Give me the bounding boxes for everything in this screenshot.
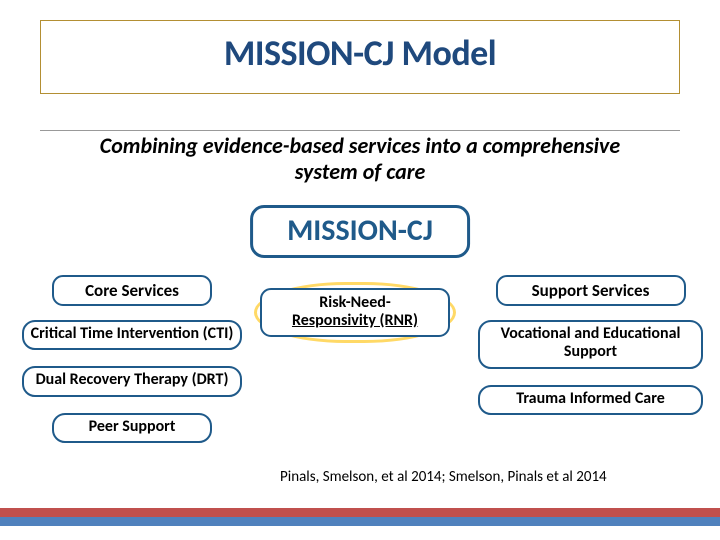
title-container: MISSION-CJ Model (40, 20, 680, 94)
item-drt: Dual Recovery Therapy (DRT) (22, 366, 242, 396)
page-title: MISSION-CJ Model (41, 31, 679, 75)
column-support-services: Support Services Vocational and Educatio… (478, 275, 703, 431)
subtitle-line2: system of care (295, 158, 426, 185)
item-trauma-informed: Trauma Informed Care (478, 385, 703, 415)
header-support-services: Support Services (496, 275, 686, 306)
item-vocational-educational: Vocational and Educational Support (478, 320, 703, 369)
main-node-mission-cj: MISSION-CJ (250, 205, 470, 258)
column-middle: Risk-Need- Responsivity (RNR) (260, 278, 450, 337)
footer-stripe-red (0, 508, 720, 517)
rnr-line1: Risk-Need- (319, 293, 390, 312)
rnr-line2: Responsivity (RNR) (292, 311, 418, 330)
footer-bar (0, 508, 720, 526)
subtitle: Combining evidence-based services into a… (40, 131, 680, 186)
item-peer-support: Peer Support (52, 413, 212, 443)
column-core-services: Core Services Critical Time Intervention… (22, 275, 242, 459)
item-rnr: Risk-Need- Responsivity (RNR) (260, 288, 450, 337)
citation-text: Pinals, Smelson, et al 2014; Smelson, Pi… (280, 468, 690, 486)
subtitle-line1: Combining evidence-based services into a… (100, 132, 620, 159)
subtitle-container: Combining evidence-based services into a… (40, 130, 680, 186)
footer-stripe-blue (0, 517, 720, 526)
item-cti: Critical Time Intervention (CTI) (22, 320, 242, 350)
rnr-container: Risk-Need- Responsivity (RNR) (260, 288, 450, 337)
header-core-services: Core Services (52, 275, 212, 306)
